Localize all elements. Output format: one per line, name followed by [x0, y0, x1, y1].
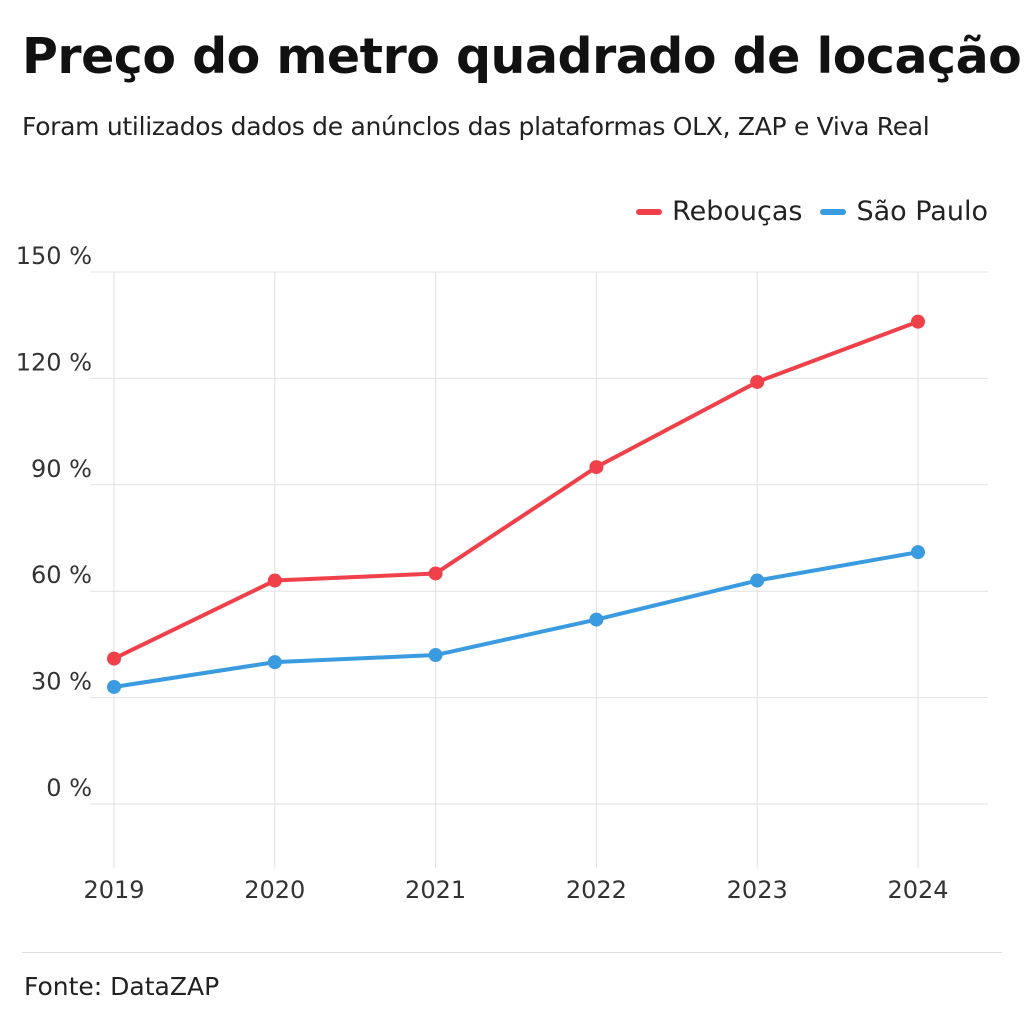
data-point-sao-paulo-2024	[911, 545, 925, 560]
source-note: Fonte: DataZAP	[24, 972, 220, 1001]
legend-swatch-sao-paulo	[820, 208, 847, 215]
data-point-reboucas-2023	[750, 374, 765, 389]
x-tick-label-2020: 2020	[244, 876, 305, 904]
x-tick-label-2021: 2021	[405, 876, 466, 904]
y-tick-label-120: 120 %	[16, 348, 92, 376]
data-point-sao-paulo-2022	[589, 612, 604, 627]
y-tick-label-0: 0 %	[46, 774, 92, 802]
legend: Rebouças São Paulo	[636, 196, 988, 227]
legend-label-sao-paulo: São Paulo	[856, 196, 988, 227]
x-tick-label-2024: 2024	[887, 876, 948, 904]
data-point-reboucas-2021	[428, 566, 443, 581]
y-tick-label-60: 60 %	[31, 561, 92, 589]
data-point-sao-paulo-2021	[428, 648, 443, 663]
data-point-sao-paulo-2023	[750, 573, 765, 588]
chart-title: Preço do metro quadrado de locação	[22, 28, 1022, 85]
x-tick-label-2019: 2019	[83, 876, 144, 904]
data-point-reboucas-2019	[107, 651, 121, 666]
data-point-sao-paulo-2020	[267, 655, 282, 670]
series-line-sao-paulo	[112, 550, 920, 689]
data-point-reboucas-2024	[911, 314, 925, 329]
data-point-reboucas-2020	[267, 573, 282, 588]
x-tick-label-2022: 2022	[566, 876, 627, 904]
data-point-sao-paulo-2019	[107, 679, 121, 694]
y-tick-label-90: 90 %	[31, 455, 92, 483]
y-tick-label-150: 150 %	[16, 242, 92, 270]
legend-item-sao-paulo: São Paulo	[820, 196, 988, 227]
footer-divider	[22, 952, 1002, 953]
legend-swatch-reboucas	[636, 208, 663, 215]
y-tick-label-30: 30 %	[31, 668, 92, 696]
series-line-reboucas	[112, 319, 920, 661]
chart-subtitle: Foram utilizados dados de anúnclos das p…	[22, 112, 930, 141]
legend-item-reboucas: Rebouças	[636, 196, 802, 227]
x-tick-label-2023: 2023	[727, 876, 788, 904]
data-point-reboucas-2022	[589, 460, 604, 475]
legend-label-reboucas: Rebouças	[672, 196, 803, 227]
